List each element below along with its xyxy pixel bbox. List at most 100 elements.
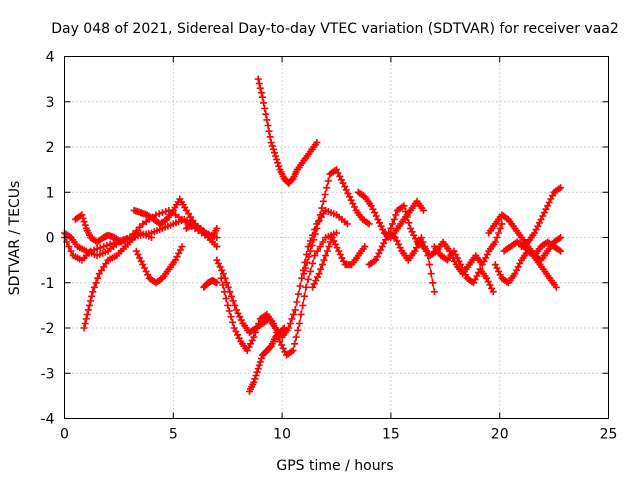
data-point <box>275 162 283 170</box>
data-point <box>483 251 491 258</box>
data-point <box>311 252 319 260</box>
series-track-22 <box>518 184 565 251</box>
data-point <box>273 155 281 163</box>
data-point <box>327 238 334 246</box>
data-point <box>220 288 228 296</box>
data-point <box>293 298 301 306</box>
data-point <box>320 256 328 264</box>
data-point <box>162 208 170 215</box>
data-point <box>491 238 499 246</box>
data-point <box>90 283 98 291</box>
data-point <box>213 243 221 251</box>
data-point <box>100 243 108 251</box>
data-point <box>272 152 280 160</box>
data-point <box>219 281 227 289</box>
x-tick-label: 5 <box>169 427 178 443</box>
y-axis-label: SDTVAR / TECUs <box>7 181 23 296</box>
data-point <box>254 75 262 83</box>
data-point <box>495 267 503 275</box>
data-point <box>400 202 408 210</box>
data-point <box>289 347 297 355</box>
data-point <box>148 234 155 241</box>
data-point <box>229 318 237 326</box>
data-point <box>67 247 75 255</box>
data-point <box>540 209 548 217</box>
data-point <box>223 279 231 287</box>
data-point <box>294 290 302 298</box>
data-point <box>333 229 340 237</box>
data-point <box>142 267 150 275</box>
data-point <box>313 139 321 146</box>
data-point <box>87 247 95 255</box>
data-point <box>427 270 435 278</box>
data-point <box>486 281 494 289</box>
data-point <box>304 243 312 251</box>
data-point <box>274 159 282 167</box>
data-point <box>407 224 414 232</box>
data-point <box>389 220 396 228</box>
data-point <box>280 324 288 332</box>
data-point <box>288 315 296 323</box>
data-point <box>300 270 308 278</box>
data-point <box>323 184 331 192</box>
data-point <box>173 253 181 261</box>
data-point <box>253 324 261 332</box>
data-point <box>271 324 279 332</box>
data-point <box>257 89 265 97</box>
data-point <box>361 243 369 251</box>
data-point <box>302 283 310 291</box>
data-point <box>304 275 312 283</box>
data-point <box>393 237 401 245</box>
data-point <box>429 279 437 287</box>
data-point <box>259 93 266 101</box>
data-point <box>217 274 225 282</box>
data-point <box>253 368 261 376</box>
series-track-18 <box>430 243 497 296</box>
data-point <box>89 288 97 296</box>
data-point <box>256 84 264 92</box>
data-point <box>302 264 309 272</box>
data-point <box>315 218 322 226</box>
data-point <box>308 241 316 249</box>
data-point <box>405 219 413 227</box>
data-point <box>81 320 89 327</box>
data-point <box>493 234 501 241</box>
data-point <box>298 274 306 282</box>
data-point <box>231 301 239 309</box>
data-point <box>106 240 114 248</box>
data-point <box>311 230 319 238</box>
data-point <box>324 177 332 185</box>
data-point <box>292 333 300 341</box>
data-point <box>365 220 373 228</box>
data-point <box>94 274 102 282</box>
y-tick-label: -4 <box>41 412 55 428</box>
x-tick-label: 10 <box>273 427 291 443</box>
y-tick-label: 0 <box>46 231 55 247</box>
series-track-5 <box>130 195 199 228</box>
y-tick-label: -2 <box>41 321 55 337</box>
data-point <box>96 244 104 252</box>
data-point <box>296 282 304 290</box>
data-point <box>343 220 351 228</box>
data-point <box>260 99 268 107</box>
y-tick-label: -1 <box>41 276 55 292</box>
data-point <box>255 320 263 327</box>
x-axis-label: GPS time / hours <box>276 458 393 474</box>
data-point <box>336 251 344 258</box>
data-point <box>225 307 233 315</box>
data-point <box>309 283 317 291</box>
data-point <box>232 306 240 314</box>
data-point <box>263 116 271 124</box>
data-point <box>291 340 299 348</box>
data-point <box>92 279 100 287</box>
data-point <box>306 247 314 255</box>
data-point <box>268 142 276 150</box>
data-point <box>84 306 92 314</box>
data-point <box>256 358 264 366</box>
data-point <box>373 253 381 261</box>
data-point <box>65 243 73 251</box>
data-point <box>81 221 89 229</box>
data-point <box>323 247 331 255</box>
data-point <box>426 261 433 269</box>
data-point <box>255 80 263 88</box>
